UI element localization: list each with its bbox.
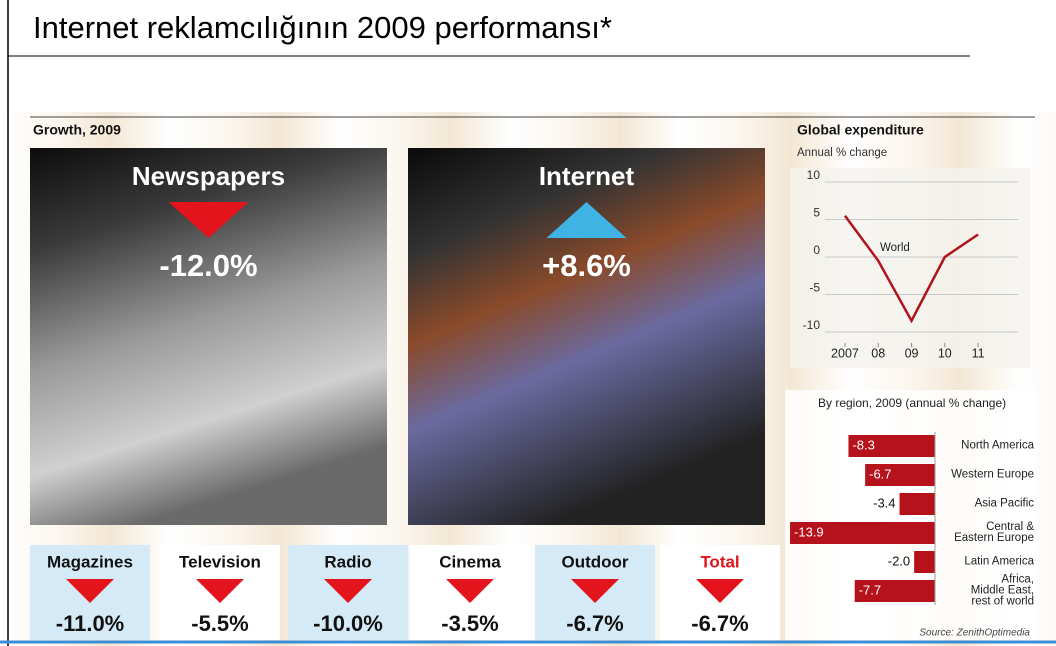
bar [914, 551, 935, 573]
tile-value: -12.0% [159, 248, 257, 283]
y-tick-label: 10 [807, 168, 821, 182]
tile-name: Internet [539, 161, 635, 191]
line-panel [790, 168, 1030, 368]
category-label: Central & Eastern Europe [938, 522, 1034, 544]
category-label: Asia Pacific [938, 499, 1034, 510]
chart: Internet reklamcılığının 2009 performans… [0, 0, 1056, 646]
tile-value: -11.0% [56, 611, 125, 636]
tile-value: -5.5% [191, 611, 248, 636]
x-tick-label: 08 [871, 346, 885, 360]
bar [900, 493, 935, 515]
tile-name: Television [179, 552, 261, 571]
y-tick-label: -5 [809, 281, 820, 295]
category-label: Latin America [938, 557, 1034, 568]
panel-title: By region, 2009 (annual % change) [818, 396, 1006, 410]
bar-value-label: -13.9 [794, 524, 824, 539]
y-tick-label: -10 [803, 318, 821, 332]
y-tick-label: 5 [813, 206, 820, 220]
tile-value: -6.7% [691, 611, 748, 636]
slide: Internet reklamcılığının 2009 performans… [0, 0, 1056, 646]
tile-value: -3.5% [441, 611, 498, 636]
tile-name: Newspapers [132, 161, 285, 191]
tile-value: -6.7% [566, 611, 623, 636]
y-tick-label: 0 [813, 243, 820, 257]
tile-name: Radio [324, 552, 371, 571]
bar-value-label: -6.7 [869, 466, 891, 481]
panel-title: Growth, 2009 [33, 122, 121, 138]
panel-title: Global expenditure [797, 122, 924, 138]
source-note: Source: ZenithOptimedia [919, 628, 1030, 639]
bar-value-label: -2.0 [888, 553, 910, 568]
category-label: Africa, Middle East, rest of world [938, 575, 1034, 608]
tile-name: Outdoor [561, 552, 628, 571]
panel-subtitle: Annual % change [797, 147, 887, 159]
x-tick-label: 2007 [831, 346, 859, 360]
slide-title: Internet reklamcılığının 2009 performans… [33, 10, 612, 45]
tile-name: Magazines [47, 552, 133, 571]
series-label: World [880, 242, 910, 254]
x-tick-label: 11 [972, 346, 985, 360]
tile-value: +8.6% [542, 248, 631, 283]
category-label: Western Europe [938, 470, 1034, 481]
bar-value-label: -7.7 [859, 582, 881, 597]
bar-value-label: -8.3 [852, 437, 874, 452]
x-tick-label: 10 [938, 346, 952, 360]
bar-value-label: -3.4 [873, 495, 895, 510]
x-tick-label: 09 [905, 346, 919, 360]
category-label: North America [938, 441, 1034, 452]
tile-name: Cinema [439, 552, 501, 571]
tile-name: Total [700, 552, 739, 571]
tile-value: -10.0% [313, 611, 383, 636]
